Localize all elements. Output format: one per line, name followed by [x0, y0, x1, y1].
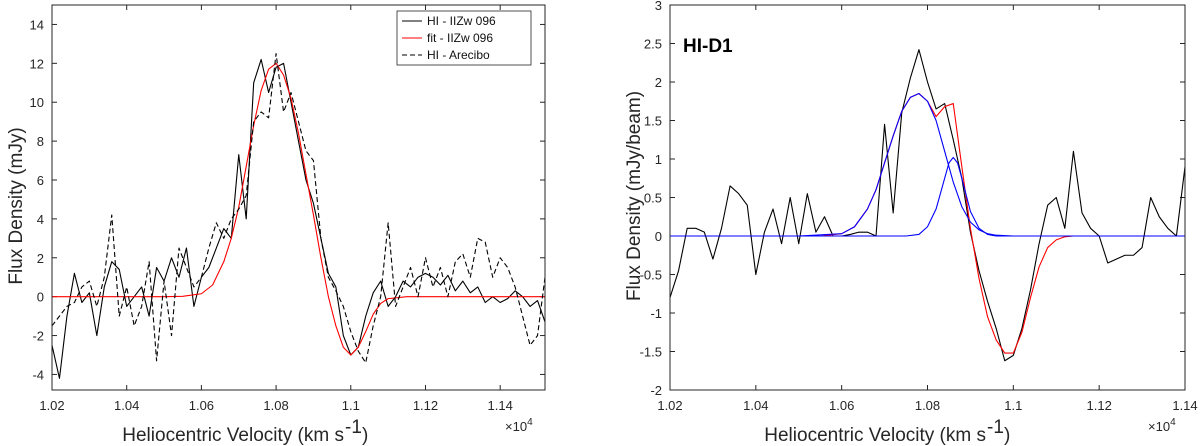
right-x-axis-label-close: )	[1004, 425, 1010, 446]
right-xtick-label: 1.08	[915, 398, 940, 413]
left-x-axis-label-close: )	[362, 425, 368, 446]
right-ytick-label: -2	[650, 383, 662, 398]
left-ytick-label: 8	[37, 134, 44, 149]
legend-box	[396, 10, 532, 66]
left-series-fit-iizw-096	[52, 62, 545, 356]
right-series-gaussian-2	[670, 156, 1185, 237]
right-series-gaussian-1	[670, 93, 1185, 237]
right-ytick-label: -0.5	[640, 268, 662, 283]
left-tick-labels: 1.02 1.04 1.06 1.08 1.1 1.12 1.14 -4 -2 0 2 4 6 8 10 12…	[30, 17, 513, 413]
left-ytick-label: 12	[30, 56, 44, 71]
left-xtick-label: 1.04	[114, 398, 139, 413]
left-ytick-label: 0	[37, 290, 44, 305]
right-xtick-label: 1.04	[743, 398, 768, 413]
right-x-axis-label-sup: -1	[987, 417, 1004, 438]
right-chart: 1.02 1.04 1.06 1.08 1.1 1.12 1.14 -2 -1.5 -1 -0.5 0…	[624, 0, 1198, 446]
right-ytick-label: 3	[655, 0, 662, 13]
right-ytick-label: 1.5	[644, 114, 662, 129]
left-xtick-label: 1.08	[263, 398, 288, 413]
right-xtick-label: 1.1	[1004, 398, 1022, 413]
left-ytick-label: 6	[37, 173, 44, 188]
left-ytick-label: -2	[32, 329, 44, 344]
right-ytick-label: 1	[655, 152, 662, 167]
left-xtick-label: 1.1	[342, 398, 360, 413]
left-ytick-label: -4	[32, 367, 44, 382]
left-y-axis-label: Flux Density (mJy)	[6, 127, 27, 284]
right-ticks	[669, 4, 1186, 391]
right-ytick-label: 0.5	[644, 191, 662, 206]
legend-label-fit: fit - IIZw 096	[427, 31, 493, 45]
right-ytick-label: 2	[655, 75, 662, 90]
legend: HI - IIZw 096 fit - IIZw 096 HI - Arecib…	[396, 10, 532, 66]
right-ytick-label: -1.5	[640, 345, 662, 360]
right-xtick-label: 1.02	[657, 398, 682, 413]
right-ytick-label: 0	[655, 229, 662, 244]
right-x-axis-label: Heliocentric Velocity (km s	[764, 425, 986, 446]
left-xtick-label: 1.02	[39, 398, 64, 413]
left-ytick-label: 2	[37, 251, 44, 266]
right-xtick-label: 1.06	[829, 398, 854, 413]
right-x-exponent: ×104	[1148, 417, 1176, 434]
right-panel-title: HI-D1	[683, 36, 733, 57]
left-series-hi-arecibo	[51, 53, 546, 364]
right-series-fit-total	[670, 93, 1185, 354]
right-y-axis-label: Flux Density (mJy/beam)	[624, 91, 645, 301]
right-series-hi-data	[669, 49, 1186, 362]
left-x-exponent: ×104	[505, 417, 533, 434]
left-series-group	[51, 53, 546, 379]
right-ytick-label: -1	[650, 306, 662, 321]
left-ticks	[51, 5, 545, 390]
legend-label-hi: HI - IIZw 096	[427, 14, 496, 28]
left-ytick-label: 4	[37, 212, 44, 227]
right-ytick-label: 2.5	[644, 37, 662, 52]
left-xtick-label: 1.06	[189, 398, 214, 413]
left-chart: 1.02 1.04 1.06 1.08 1.1 1.12 1.14 -4 -2 0 2 4 6 8 10 12…	[6, 4, 546, 446]
left-x-axis-label-sup: -1	[345, 417, 362, 438]
left-series-hi-iizw-096	[51, 58, 546, 379]
right-plot-frame	[669, 4, 1186, 391]
left-x-axis-label: Heliocentric Velocity (km s	[122, 425, 344, 446]
right-xtick-label: 1.14	[1172, 398, 1197, 413]
left-ytick-label: 14	[30, 17, 44, 32]
left-xtick-label: 1.12	[413, 398, 438, 413]
left-xtick-label: 1.14	[488, 398, 513, 413]
left-ytick-label: 10	[30, 95, 44, 110]
legend-label-arecibo: HI - Arecibo	[427, 48, 490, 62]
right-xtick-label: 1.12	[1087, 398, 1112, 413]
right-series-group	[669, 49, 1186, 362]
left-plot-frame	[51, 4, 546, 391]
right-tick-labels: 1.02 1.04 1.06 1.08 1.1 1.12 1.14 -2 -1.5 -1 -0.5 0…	[640, 0, 1198, 413]
